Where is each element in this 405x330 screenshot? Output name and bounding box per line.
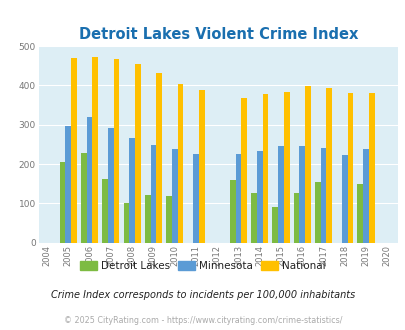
Bar (250, 193, 256, 243)
Bar (277, 146, 283, 243)
Bar (156, 73, 162, 243)
Bar (262, 94, 268, 243)
Bar (60, 162, 65, 243)
Title: Detroit Lakes Violent Crime Index: Detroit Lakes Violent Crime Index (78, 27, 357, 42)
Bar (102, 179, 108, 243)
Bar (304, 86, 310, 243)
Bar (368, 93, 374, 243)
Bar (356, 183, 362, 243)
Bar (229, 180, 235, 243)
Bar (134, 64, 141, 243)
Bar (129, 139, 134, 243)
Bar (108, 128, 113, 243)
Bar (171, 149, 177, 243)
Bar (235, 154, 241, 243)
Bar (113, 59, 119, 243)
Bar (298, 146, 304, 243)
Bar (71, 58, 77, 243)
Bar (362, 149, 368, 243)
Bar (192, 154, 198, 243)
Bar (320, 148, 326, 243)
Bar (272, 207, 277, 243)
Bar (314, 182, 320, 243)
Bar (123, 203, 129, 243)
Bar (87, 117, 92, 243)
Text: Crime Index corresponds to incidents per 100,000 inhabitants: Crime Index corresponds to incidents per… (51, 290, 354, 300)
Bar (341, 155, 347, 243)
Bar (326, 88, 331, 243)
Bar (283, 92, 289, 243)
Bar (256, 151, 262, 243)
Bar (150, 145, 156, 243)
Bar (65, 125, 71, 243)
Bar (177, 83, 183, 243)
Bar (293, 193, 298, 243)
Text: © 2025 CityRating.com - https://www.cityrating.com/crime-statistics/: © 2025 CityRating.com - https://www.city… (64, 315, 341, 325)
Bar (166, 196, 171, 243)
Bar (92, 57, 98, 243)
Bar (347, 93, 352, 243)
Bar (198, 90, 204, 243)
Bar (241, 98, 246, 243)
Legend: Detroit Lakes, Minnesota, National: Detroit Lakes, Minnesota, National (77, 258, 328, 274)
Bar (145, 195, 150, 243)
Bar (81, 153, 87, 243)
